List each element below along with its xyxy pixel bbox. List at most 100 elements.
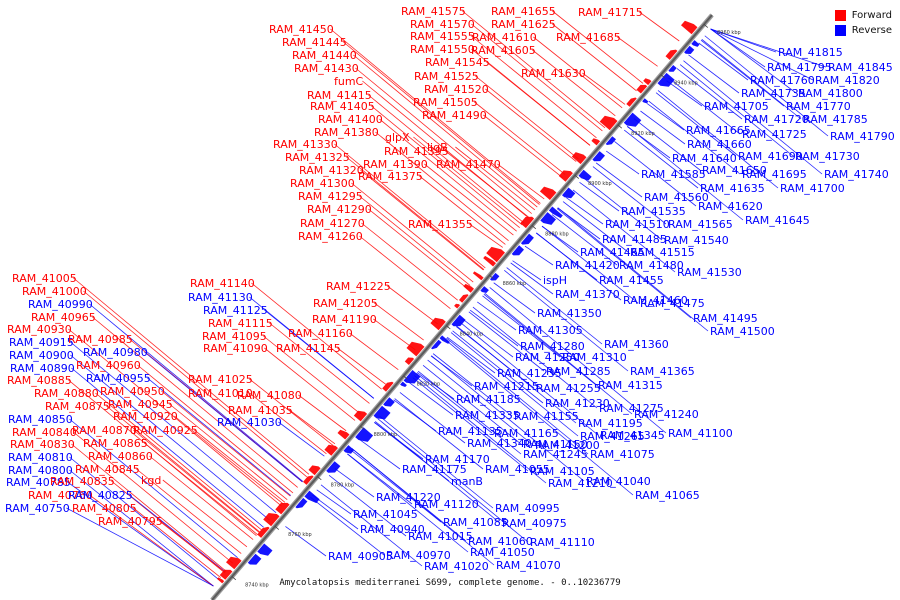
- reverse-gene-label: RAM_41200: [535, 439, 600, 452]
- connector-line: [349, 332, 399, 371]
- forward-gene-label: RAM_41160: [288, 327, 353, 340]
- connector-line: [446, 337, 589, 455]
- forward-gene-label: RAM_41140: [190, 277, 255, 290]
- connector-line: [477, 301, 517, 331]
- reverse-gene-label: RAM_41485: [602, 233, 667, 246]
- reverse-gene-label: RAM_41345: [600, 429, 665, 442]
- forward-gene-arrow: [643, 78, 652, 86]
- connector-line: [92, 316, 298, 488]
- reverse-gene-arrow: [431, 339, 442, 350]
- forward-gene-arrow: [558, 170, 573, 182]
- reverse-gene-label: RAM_40995: [495, 502, 560, 515]
- forward-gene-label: RAM_41300: [290, 177, 355, 190]
- forward-gene-label: RAM_41415: [307, 89, 372, 102]
- reverse-gene-label: RAM_41465: [580, 246, 645, 259]
- connector-line: [566, 197, 604, 225]
- forward-gene-label: RAM_41555: [410, 30, 475, 43]
- connector-line: [556, 208, 692, 319]
- connector-line: [475, 75, 579, 160]
- reverse-gene-label: RAM_41620: [698, 200, 763, 213]
- forward-gene-label: RAM_41440: [292, 49, 357, 62]
- connector-line: [169, 403, 288, 500]
- connector-line: [579, 181, 620, 212]
- tick-label: 8780 kbp: [331, 482, 355, 488]
- forward-gene-label: RAM_41430: [294, 62, 359, 75]
- reverse-gene-label: RAM_41105: [530, 465, 595, 478]
- reverse-gene-label: RAM_41230: [545, 397, 610, 410]
- connector-line: [623, 129, 699, 189]
- forward-gene-label: RAM_41685: [556, 31, 621, 44]
- reverse-gene-label: RAM_41285: [546, 365, 611, 378]
- reverse-gene-label: RAM_40905: [328, 550, 393, 563]
- connector-line: [422, 365, 522, 445]
- connector-line: [368, 208, 468, 289]
- connector-line: [666, 80, 703, 107]
- forward-gene-label: RAM_41400: [318, 113, 383, 126]
- forward-gene-arrow: [226, 556, 242, 570]
- connector-line: [350, 449, 442, 523]
- reverse-gene-label: RAM_41500: [710, 325, 775, 338]
- reverse-gene-label: RAM_41820: [815, 74, 880, 87]
- reverse-gene-label: RAM_41315: [598, 379, 663, 392]
- reverse-gene-arrow: [562, 187, 576, 199]
- legend-reverse: Reverse: [834, 23, 892, 38]
- connector-line: [462, 10, 606, 129]
- connector-line: [676, 68, 743, 120]
- reverse-gene-label: manB: [451, 475, 483, 488]
- reverse-gene-arrow: [439, 335, 450, 344]
- forward-gene-label: RAM_40960: [76, 359, 141, 372]
- reverse-gene-label: RAM_40990: [28, 298, 93, 311]
- connector-line: [640, 110, 686, 145]
- reverse-gene-label: RAM_41460: [623, 294, 688, 307]
- reverse-gene-label: RAM_41060: [468, 535, 533, 548]
- reverse-gene-label: RAM_41305: [518, 324, 583, 337]
- connector-line: [444, 339, 634, 496]
- reverse-gene-label: RAM_41065: [635, 489, 700, 502]
- connector-line: [482, 295, 561, 358]
- forward-gene-label: RAM_41445: [282, 36, 347, 49]
- tick-label: 8860 kbp: [503, 281, 527, 287]
- forward-gene-label: fumC: [334, 75, 364, 88]
- reverse-gene-label: RAM_41255: [536, 382, 601, 395]
- forward-gene-label: RAM_40760: [28, 489, 93, 502]
- forward-gene-label: RAM_41390: [363, 158, 428, 171]
- connector-line: [427, 359, 534, 446]
- forward-gene-label: RAM_40865: [83, 437, 148, 450]
- tick-mark: [446, 325, 451, 330]
- reverse-gene-label: RAM_40955: [86, 372, 151, 385]
- tick-mark: [531, 225, 537, 230]
- connector-line: [497, 163, 545, 200]
- kbp-ticks: 8740 kbp 8760 kbp 8780 kbp 8800 kbp 8820 kbp…: [231, 24, 741, 588]
- connector-line: [316, 489, 352, 515]
- connector-line: [424, 163, 514, 236]
- reverse-gene-label: RAM_41475: [640, 297, 705, 310]
- connector-line: [264, 347, 356, 421]
- connector-line: [445, 150, 529, 218]
- reverse-gene-label: RAM_41280: [520, 340, 585, 353]
- tick-label: 8960 kbp: [717, 30, 741, 36]
- connector-line: [474, 101, 566, 175]
- connector-line: [95, 392, 262, 531]
- connector-line: [668, 77, 741, 135]
- connector-line: [347, 453, 469, 553]
- reverse-gene-arrow: [578, 169, 592, 181]
- connector-line: [459, 321, 599, 436]
- forward-gene-label: RAM_40965: [31, 311, 96, 324]
- reverse-gene-label: RAM_41110: [530, 536, 595, 549]
- forward-gene-label: RAM_40920: [113, 410, 178, 423]
- tick-mark: [703, 24, 709, 28]
- connector-line: [70, 354, 270, 521]
- connector-line: [592, 166, 667, 225]
- forward-gene-arrow: [217, 577, 225, 584]
- reverse-gene-label: RAM_41125: [203, 304, 268, 317]
- forward-gene-label: RAM_41205: [313, 297, 378, 310]
- connector-line: [552, 10, 644, 84]
- reverse-gene-label: RAM_41645: [745, 214, 810, 227]
- connector-line: [557, 207, 709, 332]
- connector-line: [310, 496, 385, 556]
- connector-line: [582, 72, 626, 105]
- forward-gene-label: RAM_40885: [7, 374, 72, 387]
- reverse-gene-label: RAM_41795: [767, 61, 832, 74]
- forward-gene-label: RAM_41270: [300, 217, 365, 230]
- connector-line: [71, 443, 227, 572]
